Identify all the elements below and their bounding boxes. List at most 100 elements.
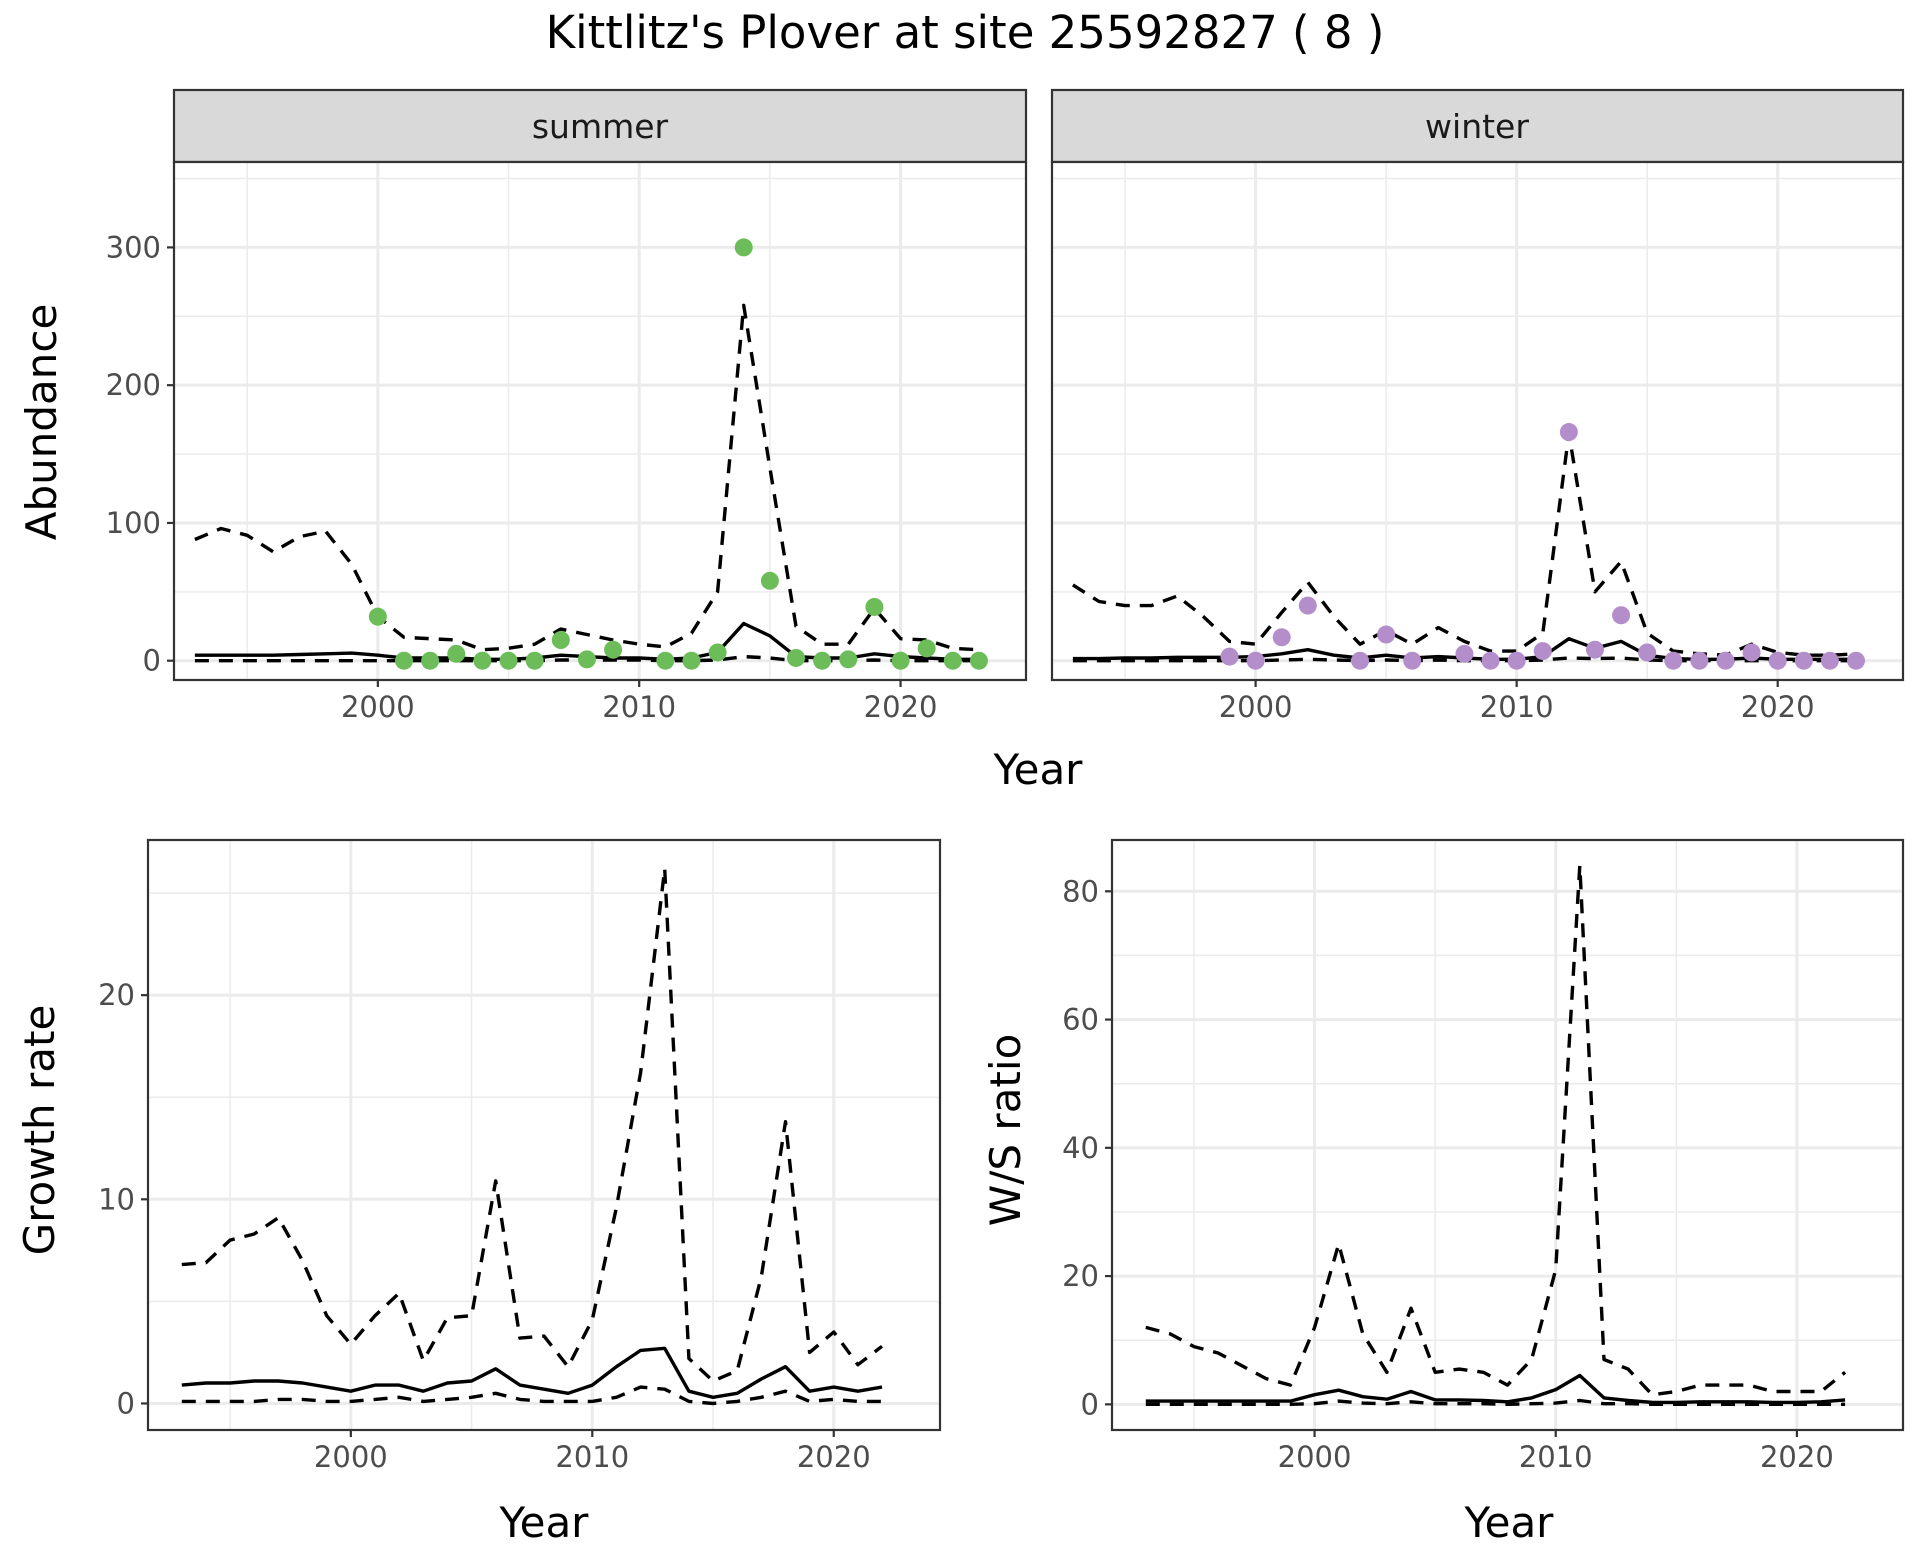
summer-upper-bound-line [194, 303, 980, 652]
summer-plot-background [174, 162, 1026, 680]
winter-observed-point [1220, 647, 1239, 666]
summer-y-tick-label: 100 [106, 506, 161, 540]
summer-observed-point [682, 651, 701, 670]
summer-observed-point [421, 651, 440, 670]
winter-observed-point [1403, 651, 1422, 670]
summer-x-tick-label: 2010 [602, 690, 676, 724]
growth-x-tick-label: 2000 [314, 1440, 388, 1474]
summer-observed-point [839, 650, 858, 669]
winter-observed-point [1481, 651, 1500, 670]
winter-abundance-panel: winter 2000 2010 2020 [1050, 88, 1905, 724]
growth-x-tick-label: 2020 [797, 1440, 871, 1474]
ws-y-tick-label: 20 [1062, 1259, 1099, 1293]
ws-upper-bound-line [1145, 864, 1847, 1397]
summer-observed-point [447, 644, 466, 663]
top-x-axis-title: Year [993, 745, 1084, 794]
winter-x-tick-label: 2020 [1741, 690, 1815, 724]
summer-y-tick-label: 200 [106, 368, 161, 402]
winter-observed-point [1377, 625, 1396, 644]
winter-observed-point [1768, 651, 1787, 670]
summer-observed-point [525, 651, 544, 670]
winter-observed-point [1716, 651, 1735, 670]
ws-y-tick-label: 40 [1062, 1131, 1099, 1165]
ws-mean-line [1145, 1373, 1846, 1405]
summer-strip [172, 88, 1028, 164]
summer-observed-point [813, 651, 832, 670]
abundance-y-axis-title: Abundance [17, 304, 66, 541]
figure-title: Kittlitz's Plover at site 25592827 ( 8 ) [546, 6, 1385, 59]
summer-x-tick-label: 2000 [341, 690, 415, 724]
winter-observed-point [1820, 651, 1839, 670]
summer-observed-point [917, 639, 936, 658]
winter-strip-label: winter [1425, 107, 1529, 146]
winter-observed-point [1455, 644, 1474, 663]
summer-observed-point [708, 643, 727, 662]
winter-x-tick-label: 2000 [1219, 690, 1293, 724]
growth-upper-bound-line [181, 866, 884, 1383]
winter-panel-frame [1050, 160, 1905, 682]
winter-observed-point [1351, 651, 1370, 670]
winter-observed-point [1638, 643, 1657, 662]
winter-observed-point [1533, 642, 1552, 661]
summer-observed-point [473, 651, 492, 670]
summer-observed-point [394, 651, 413, 670]
winter-observed-point [1272, 628, 1291, 647]
winter-observed-point [1690, 651, 1709, 670]
winter-strip [1050, 88, 1905, 164]
winter-observed-point [1246, 651, 1265, 670]
ws-y-tick-label: 0 [1081, 1387, 1099, 1421]
ws-panel-frame [1110, 838, 1905, 1432]
growth-rate-panel: 2000 2010 2020 0 10 20 [98, 838, 942, 1474]
summer-x-tick-label: 2020 [864, 690, 938, 724]
winter-observed-point [1794, 651, 1813, 670]
ws-x-tick-label: 2010 [1519, 1440, 1593, 1474]
growth-panel-frame [146, 838, 942, 1432]
growth-y-tick-label: 0 [117, 1386, 135, 1420]
summer-observed-point [604, 640, 623, 659]
winter-x-tick-label: 2010 [1480, 690, 1554, 724]
ws-plot-background [1112, 840, 1903, 1430]
winter-plot-background [1052, 162, 1903, 680]
summer-observed-point [760, 571, 779, 590]
growth-y-tick-label: 10 [98, 1182, 135, 1216]
summer-abundance-panel: summer 2000 2010 2020 0 100 200 300 [106, 88, 1028, 724]
winter-observed-point [1559, 423, 1578, 442]
ws-ratio-x-axis-title: Year [1464, 1498, 1555, 1547]
winter-observed-point [1742, 643, 1761, 662]
summer-strip-label: summer [532, 107, 669, 146]
summer-observed-point [943, 651, 962, 670]
ws-y-tick-label: 60 [1062, 1003, 1099, 1037]
summer-observed-point [577, 650, 596, 669]
winter-observed-point [1298, 596, 1317, 615]
growth-rate-x-axis-title: Year [499, 1498, 590, 1547]
ws-x-tick-label: 2000 [1278, 1440, 1352, 1474]
growth-plot-background [148, 840, 940, 1430]
ws-y-tick-label: 80 [1062, 874, 1099, 908]
summer-observed-point [891, 651, 910, 670]
summer-observed-point [734, 238, 753, 257]
summer-observed-point [969, 651, 988, 670]
ws-ratio-y-axis-title: W/S ratio [981, 1034, 1030, 1227]
summer-observed-point [865, 597, 884, 616]
winter-observed-point [1507, 651, 1526, 670]
ws-x-tick-label: 2020 [1760, 1440, 1834, 1474]
growth-y-tick-label: 20 [98, 978, 135, 1012]
ws-lower-bound-line [1145, 1398, 1846, 1406]
winter-observed-point [1612, 606, 1631, 625]
winter-observed-point [1585, 640, 1604, 659]
winter-observed-point [1664, 651, 1683, 670]
summer-observed-point [551, 631, 570, 650]
growth-rate-y-axis-title: Growth rate [15, 1005, 64, 1256]
summer-observed-point [499, 651, 518, 670]
growth-x-tick-label: 2010 [555, 1440, 629, 1474]
summer-y-tick-label: 300 [106, 230, 161, 264]
summer-y-tick-label: 0 [143, 644, 161, 678]
summer-observed-point [368, 607, 387, 626]
summer-panel-frame [172, 160, 1028, 682]
growth-mean-line [181, 1346, 883, 1399]
ws-ratio-panel: 2000 2010 2020 0 20 40 60 80 [1062, 838, 1905, 1474]
summer-observed-point [656, 651, 675, 670]
winter-observed-point [1847, 651, 1866, 670]
summer-observed-point [787, 648, 806, 667]
